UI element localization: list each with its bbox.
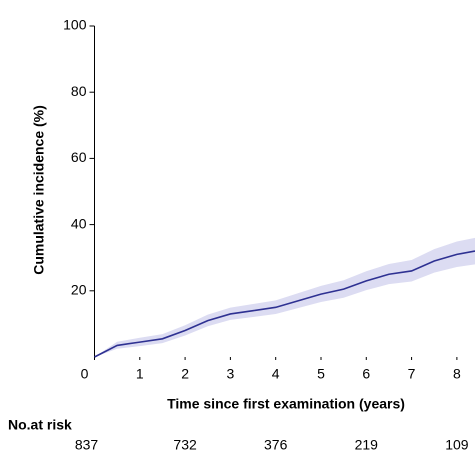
x-tick-label: 1 <box>136 366 144 382</box>
y-tick-label: 20 <box>71 282 87 298</box>
x-tick-label: 3 <box>226 366 234 382</box>
at-risk-count: 837 <box>75 437 99 453</box>
at-risk-count: 109 <box>445 437 469 453</box>
x-tick-label: 6 <box>362 366 370 382</box>
at-risk-count: 219 <box>355 437 379 453</box>
y-tick-label: 40 <box>71 215 87 231</box>
x-tick-label: 8 <box>453 366 461 382</box>
y-tick-label: 100 <box>63 17 87 33</box>
y-tick-label: 60 <box>71 149 87 165</box>
x-tick-label: 5 <box>317 366 325 382</box>
at-risk-count: 732 <box>173 437 197 453</box>
x-tick-label: 7 <box>408 366 416 382</box>
y-tick-label: 80 <box>71 83 87 99</box>
x-tick-label: 2 <box>181 366 189 382</box>
y-axis-title: Cumulative incidence (%) <box>31 105 47 275</box>
incidence-line <box>94 250 475 358</box>
x-axis-title: Time since first examination (years) <box>167 396 405 412</box>
x-tick-label: 4 <box>272 366 280 382</box>
confidence-band <box>94 237 475 357</box>
x-tick-label: 0 <box>81 366 89 382</box>
at-risk-title: No.at risk <box>8 417 72 433</box>
at-risk-count: 376 <box>264 437 288 453</box>
